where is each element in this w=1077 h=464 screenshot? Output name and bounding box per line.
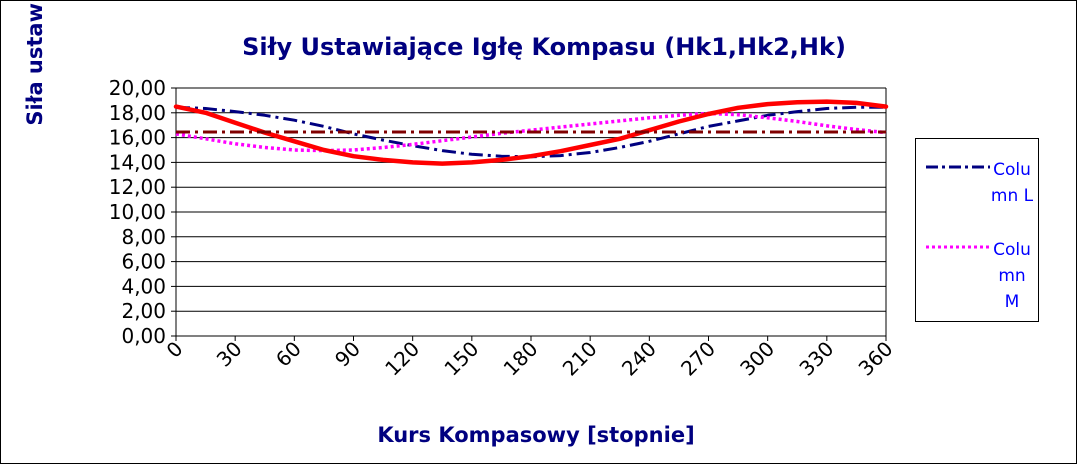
x-tick-label: 60: [271, 337, 306, 372]
x-tick-label: 30: [212, 337, 247, 372]
series-line-1: [175, 111, 887, 153]
x-tick-label: 90: [330, 337, 365, 372]
x-tick-label: 360: [854, 337, 898, 381]
x-tick-label: 180: [499, 337, 543, 381]
y-tick-label: 8,00: [121, 225, 166, 249]
x-tick-label: 210: [558, 337, 602, 381]
x-tick-label: 300: [735, 337, 779, 381]
y-tick-label: 2,00: [121, 299, 166, 323]
legend-swatch-column-l: [926, 165, 990, 169]
legend-label-column-m: Column M: [993, 240, 1031, 312]
y-tick-label: 10,00: [109, 200, 166, 224]
x-tick-label: 330: [794, 337, 838, 381]
y-tick-label: 4,00: [121, 274, 166, 298]
y-tick-label: 20,00: [109, 76, 166, 100]
legend-entry-column-l: Column L: [916, 147, 1040, 227]
x-tick-label: 150: [439, 337, 483, 381]
y-axis-label: Siła ustaw: [23, 3, 47, 126]
legend-label-column-l: Column L: [990, 160, 1034, 206]
y-tick-label: 14,00: [109, 150, 166, 174]
legend-swatch-column-m: [926, 245, 990, 249]
y-tick-label: 18,00: [109, 101, 166, 125]
chart-title: Siły Ustawiające Igłę Kompasu (Hk1,Hk2,H…: [242, 33, 846, 61]
x-tick-label: 270: [676, 337, 720, 381]
series-line-2: [173, 99, 889, 166]
x-axis-label: Kurs Kompasowy [stopnie]: [377, 423, 694, 447]
y-tick-label: 12,00: [109, 175, 166, 199]
y-tick-label: 6,00: [121, 250, 166, 274]
legend-entry-column-m: Column M: [916, 227, 1040, 312]
chart-legend: Column L Column M: [915, 138, 1039, 322]
x-tick-label: 0: [162, 337, 188, 363]
x-tick-label: 120: [380, 337, 424, 381]
y-tick-label: 16,00: [109, 126, 166, 150]
y-tick-label: 0,00: [121, 324, 166, 348]
x-tick-label: 240: [617, 337, 661, 381]
